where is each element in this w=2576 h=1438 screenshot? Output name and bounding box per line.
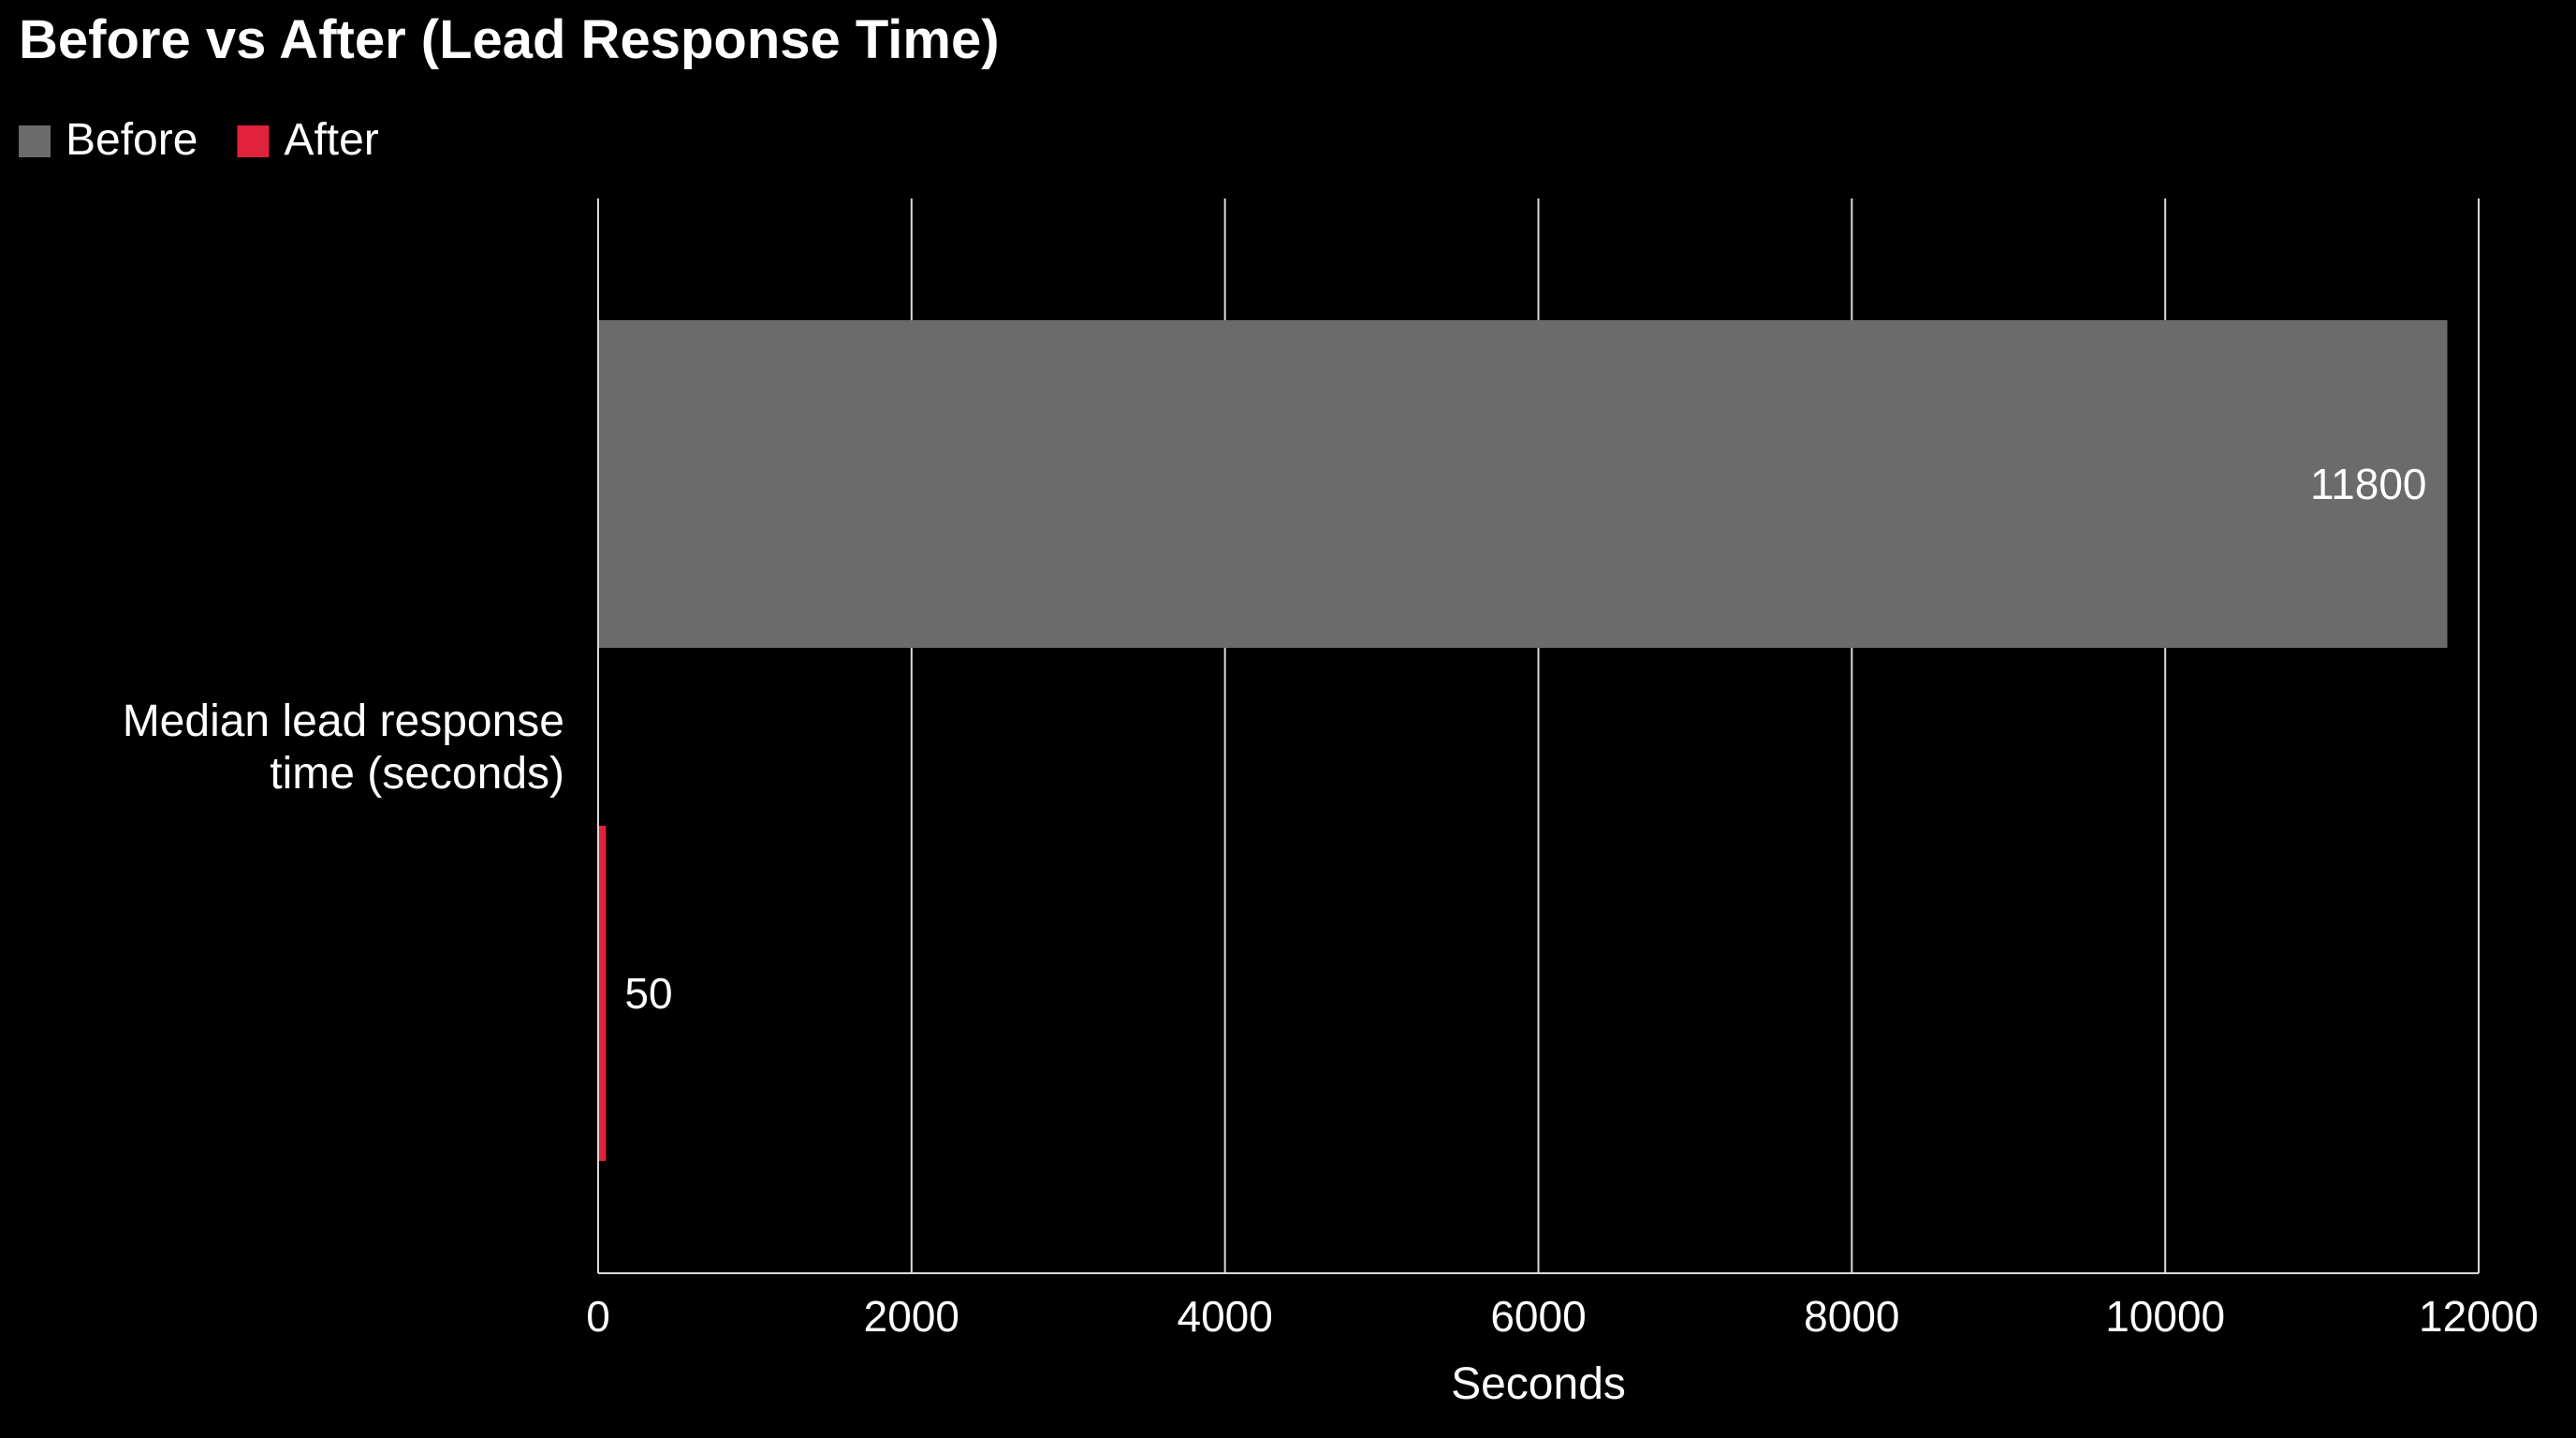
chart-title: Before vs After (Lead Response Time)	[19, 9, 1000, 70]
legend-label-after: After	[284, 115, 378, 165]
legend-item-after: After	[237, 115, 379, 165]
category-label: Median lead response time (seconds)	[123, 697, 564, 799]
legend-swatch-after	[237, 125, 270, 157]
x-tick-labels: 0 2000 4000 6000 8000 10000 12000	[586, 1292, 2539, 1341]
x-tick-label: 0	[586, 1292, 610, 1341]
data-label-after: 50	[624, 969, 672, 1018]
axes	[597, 198, 2479, 1274]
data-labels: 11800 50	[624, 460, 2426, 1018]
x-tick-label: 12000	[2419, 1292, 2539, 1341]
category-label-line: Median lead response	[123, 697, 564, 746]
legend-label-before: Before	[66, 115, 198, 165]
bar-before	[598, 320, 2448, 648]
x-axis-title: Seconds	[1451, 1359, 1626, 1409]
legend: Before After	[19, 115, 379, 165]
x-tick-label: 4000	[1177, 1292, 1272, 1341]
x-tick-label: 8000	[1804, 1292, 1899, 1341]
legend-item-before: Before	[19, 115, 198, 165]
bars	[598, 320, 2448, 1161]
bar-after	[598, 826, 607, 1161]
x-tick-label: 2000	[864, 1292, 959, 1341]
category-label-line: time (seconds)	[270, 749, 564, 799]
x-tick-label: 6000	[1490, 1292, 1586, 1341]
category-labels: Median lead response time (seconds)	[123, 697, 564, 799]
x-tick-label: 10000	[2105, 1292, 2225, 1341]
legend-swatch-before	[19, 125, 51, 157]
data-label-before: 11800	[2310, 460, 2427, 508]
